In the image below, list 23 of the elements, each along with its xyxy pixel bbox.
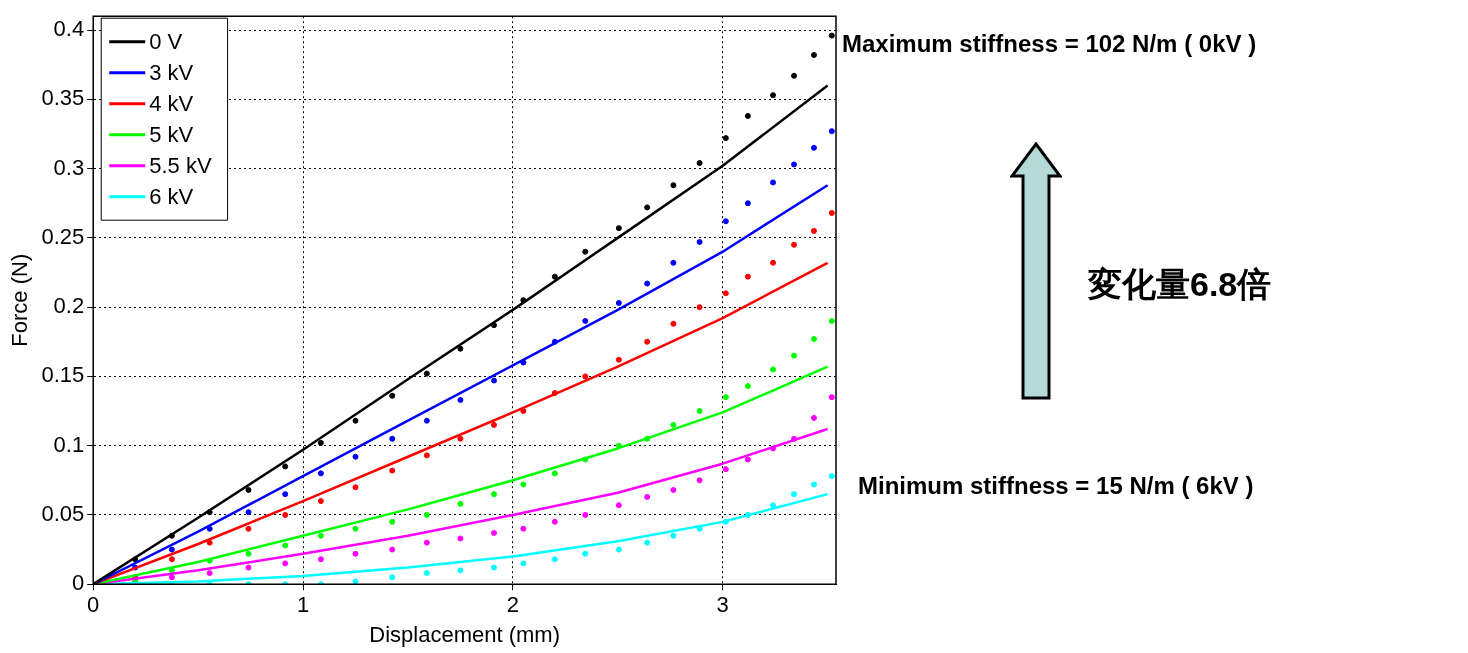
- legend-label: 5 kV: [149, 121, 194, 147]
- text: Maximum stiffness = 102 N/m ( 0kV ): [842, 30, 1257, 58]
- legend-label: 4 kV: [149, 90, 194, 116]
- text: Minimum stiffness = 15 N/m ( 6kV ): [858, 472, 1254, 500]
- y-tick-label: 0.4: [53, 16, 85, 42]
- y-axis-title: Force (N): [7, 253, 33, 347]
- y-tick-label: 0.05: [41, 500, 85, 526]
- text: 変化量6.8倍: [1088, 264, 1272, 305]
- x-tick-label: 2: [506, 592, 519, 618]
- y-tick-label: 0.15: [41, 362, 85, 388]
- legend-label: 0 V: [149, 28, 183, 54]
- x-tick-label: 1: [296, 592, 310, 618]
- y-tick-label: 0.35: [41, 85, 85, 111]
- legend-label: 6 kV: [149, 183, 194, 209]
- y-tick-label: 0.2: [53, 293, 85, 319]
- y-tick-label: 0.1: [53, 431, 85, 457]
- y-tick-label: 0.25: [41, 223, 85, 249]
- x-axis-title: Displacement (mm): [369, 621, 560, 647]
- legend-label: 3 kV: [149, 59, 194, 85]
- x-tick-label: 3: [716, 592, 729, 618]
- legend-label: 5.5 kV: [149, 152, 212, 178]
- y-tick-label: 0.3: [53, 154, 85, 180]
- y-tick-label: 0: [71, 570, 85, 596]
